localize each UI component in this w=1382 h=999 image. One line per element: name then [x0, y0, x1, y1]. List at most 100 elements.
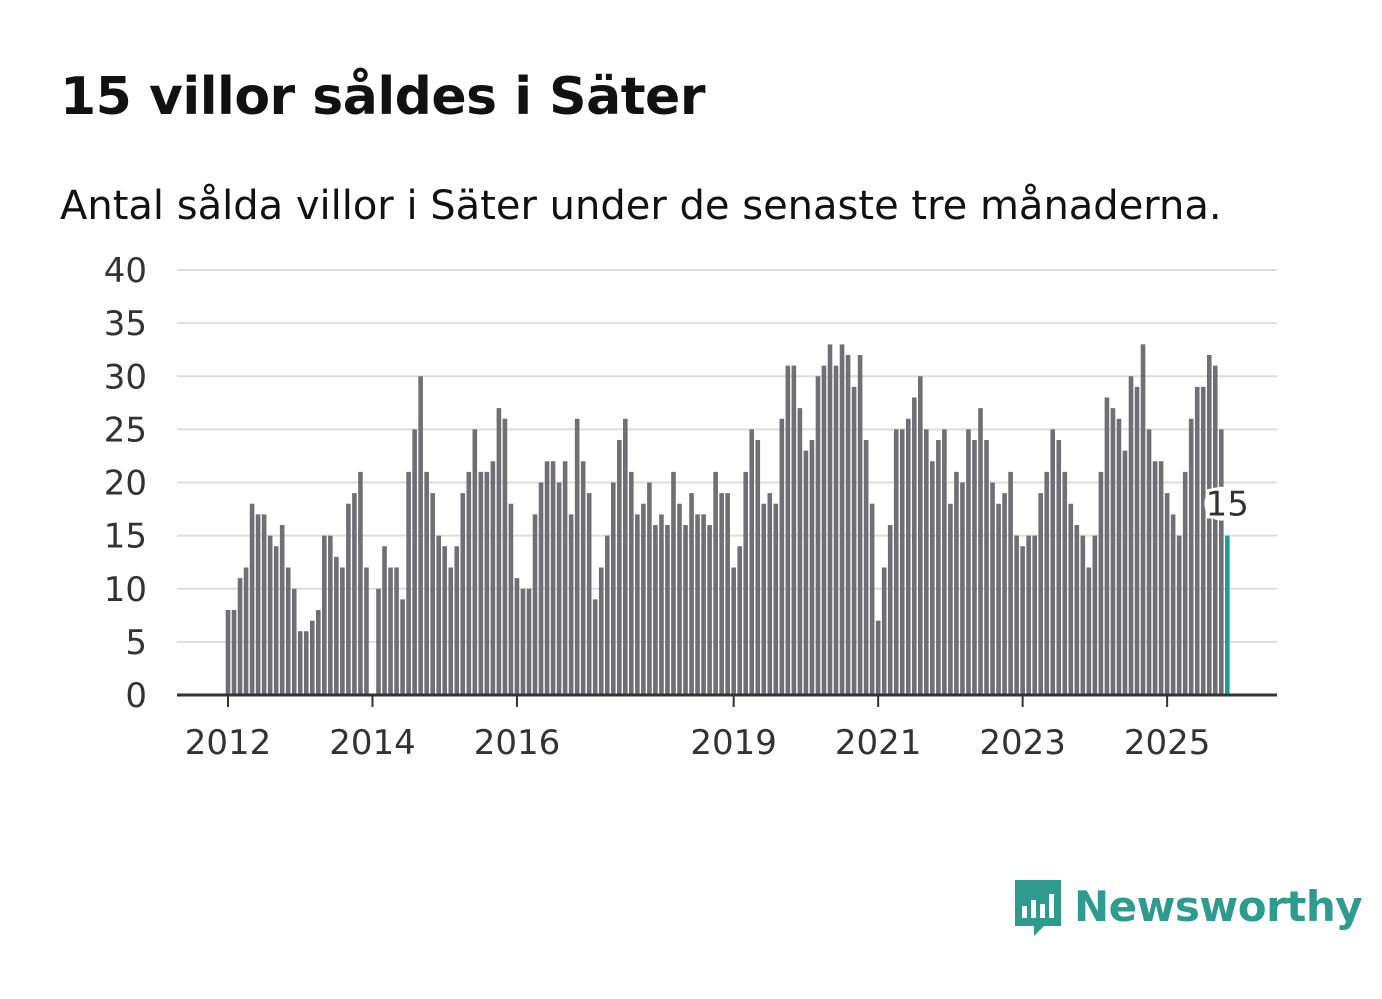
bar: [767, 493, 773, 696]
bar: [322, 535, 327, 696]
bar: [303, 631, 309, 695]
bar: [466, 471, 472, 696]
bar: [328, 535, 333, 696]
bar: [394, 567, 399, 695]
bar: [400, 599, 405, 696]
bar: [580, 461, 586, 695]
bar: [791, 365, 797, 696]
y-tick-label: 15: [104, 517, 147, 557]
bar: [1044, 471, 1050, 696]
bar: [936, 440, 941, 695]
bar: [1182, 471, 1188, 696]
bar: [761, 503, 767, 695]
bar: [689, 493, 694, 696]
bar: [960, 482, 965, 695]
bar: [990, 482, 995, 695]
bar: [544, 461, 550, 695]
callout-value: 15: [1206, 485, 1249, 525]
bar: [412, 429, 417, 696]
y-tick-label: 5: [125, 623, 147, 663]
bar: [1140, 344, 1146, 696]
bar: [1128, 376, 1134, 695]
latest-value-callout: 15: [1203, 482, 1252, 528]
bar: [610, 482, 616, 695]
bar: [665, 525, 670, 695]
bar: [460, 493, 466, 696]
y-tick-label: 30: [104, 357, 147, 397]
bar: [942, 429, 947, 696]
bar: [490, 461, 496, 695]
bar: [930, 461, 935, 695]
bar: [827, 344, 833, 696]
bar: [297, 631, 303, 695]
bar: [231, 610, 237, 695]
bar: [442, 546, 448, 695]
bar: [623, 418, 628, 695]
y-axis-ticks: 0 5 10 15 20 25 30 35 40: [104, 251, 147, 716]
callout-bubble: [1204, 486, 1239, 521]
bar: [845, 355, 851, 695]
bar: [755, 440, 761, 695]
bar: [797, 408, 803, 696]
bar: [352, 493, 357, 696]
y-tick-label: 20: [104, 464, 147, 504]
bar: [972, 440, 977, 695]
bar: [598, 567, 604, 695]
bar: [641, 503, 646, 695]
bar: [1062, 471, 1068, 696]
bar: [719, 493, 724, 696]
bar: [550, 461, 556, 695]
bar: [1092, 535, 1098, 696]
bar: [737, 546, 742, 695]
bar: [659, 514, 664, 696]
y-tick-label: 0: [125, 676, 147, 716]
bar: [1032, 535, 1037, 696]
bar: [358, 471, 363, 696]
bar: [502, 418, 508, 695]
bar: [454, 546, 460, 695]
bar: [905, 418, 911, 695]
bar: [1002, 493, 1007, 696]
bar: [472, 429, 478, 696]
newsworthy-logo: Newsworthy: [1012, 876, 1363, 938]
chart-title: 15 villor såldes i Säter: [60, 67, 705, 127]
bar: [671, 471, 676, 696]
bar: [382, 546, 387, 695]
bar: [1158, 461, 1164, 695]
bar: [1200, 386, 1206, 696]
bar: [647, 482, 652, 695]
bar: [436, 535, 441, 696]
bar-chart-speech-bubble-icon: [1015, 880, 1061, 936]
bar: [893, 429, 899, 696]
bar: [779, 418, 785, 695]
bar: [954, 471, 959, 696]
bar: [1098, 471, 1104, 696]
bar: [857, 355, 863, 695]
bar: [478, 471, 484, 696]
bar: [869, 503, 875, 695]
bar: [291, 588, 297, 695]
x-axis: 2012 2014 2016 2019 2021 2023 2025: [177, 693, 1277, 763]
bar: [731, 567, 736, 695]
bar: [978, 408, 983, 696]
bar: [924, 429, 929, 696]
bar: [568, 514, 574, 696]
brand-name: Newsworthy: [1074, 882, 1363, 931]
bar: [1026, 535, 1031, 696]
bar: [785, 365, 791, 696]
bar: [255, 514, 261, 696]
bar: [683, 525, 688, 695]
bar: [713, 471, 718, 696]
bar: [887, 525, 893, 695]
bar: [364, 567, 369, 695]
bar: [273, 546, 279, 695]
x-tick-label: 2016: [474, 723, 561, 763]
bar: [707, 525, 712, 695]
bar: [562, 461, 568, 695]
bar: [1188, 418, 1194, 695]
chart-subtitle: Antal sålda villor i Säter under de sena…: [60, 183, 1222, 229]
bar: [803, 450, 809, 696]
bar: [773, 503, 779, 695]
bar: [695, 514, 700, 696]
